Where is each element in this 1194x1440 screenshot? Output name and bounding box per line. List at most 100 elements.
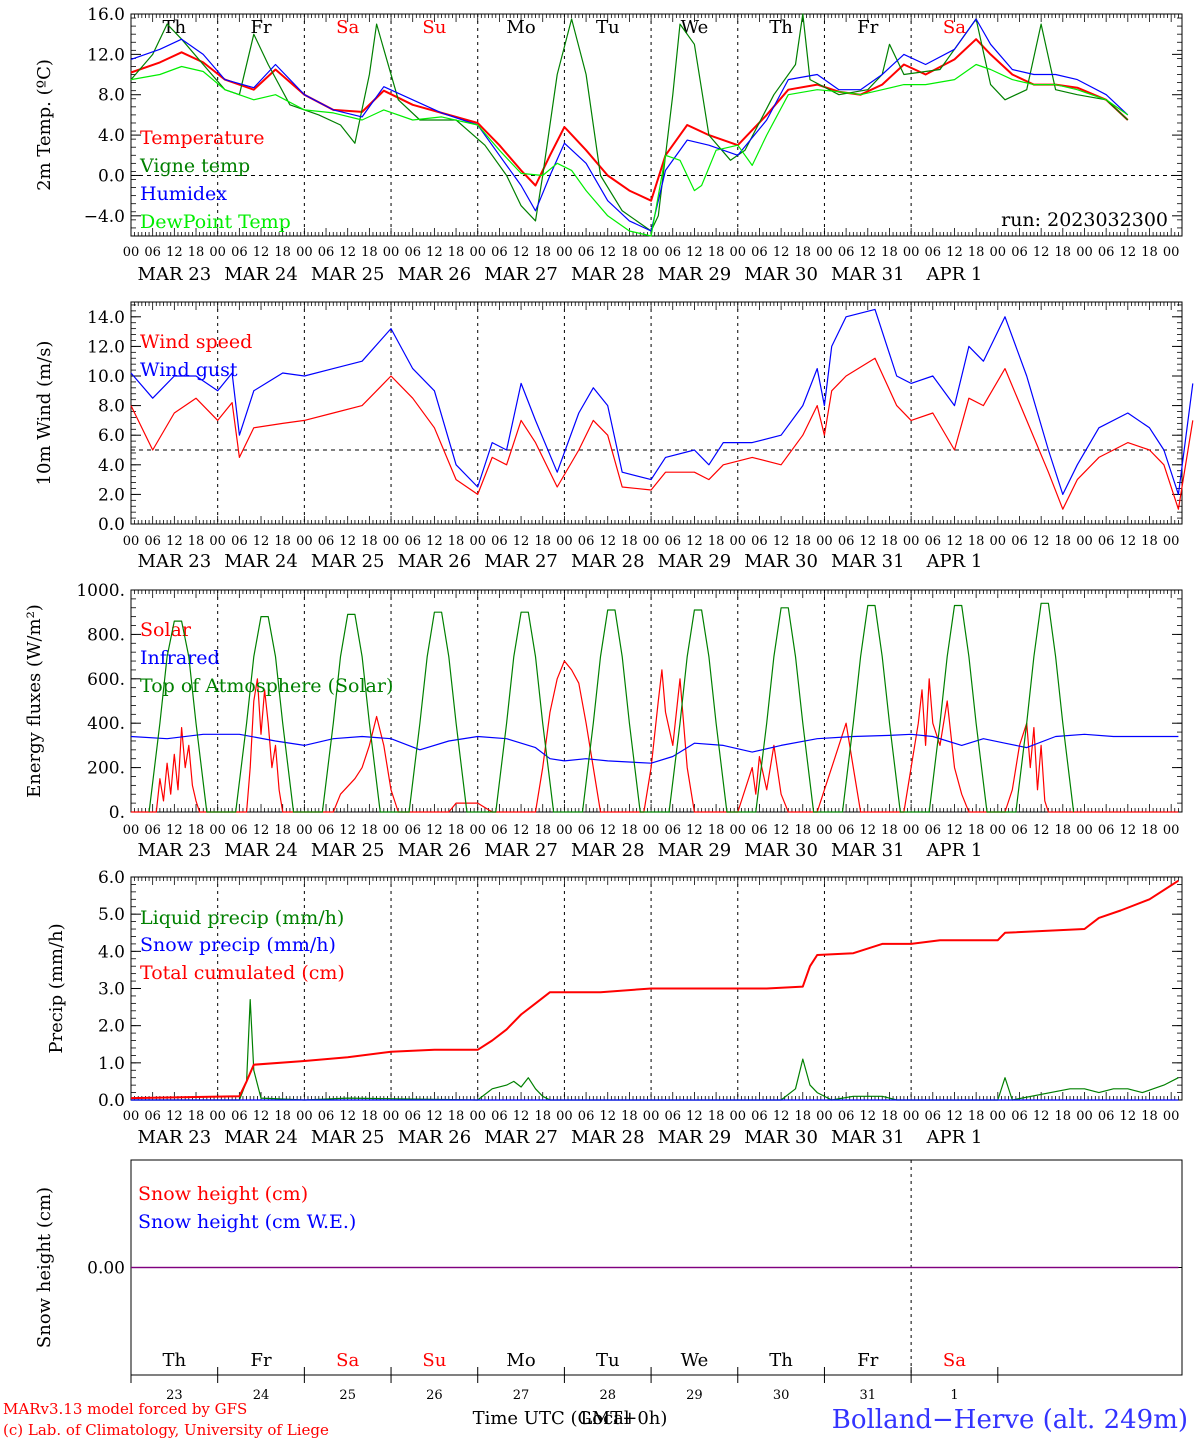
day-number-label: 30 xyxy=(773,1388,790,1403)
date-label: MAR 27 xyxy=(484,1127,558,1148)
hour-tick-label: 18 xyxy=(1055,823,1072,838)
y-tick-label: 1000. xyxy=(76,581,125,601)
hour-tick-label: 06 xyxy=(404,1109,421,1124)
hour-tick-label: 00 xyxy=(643,534,660,549)
weekday-label: Th xyxy=(163,17,187,38)
hour-tick-label: 06 xyxy=(144,245,161,260)
hour-tick-label: 12 xyxy=(513,1109,530,1124)
hour-tick-label: 12 xyxy=(599,1109,616,1124)
hour-tick-label: 00 xyxy=(469,534,486,549)
weekday-label: Tu xyxy=(596,17,620,38)
hour-tick-label: 06 xyxy=(491,245,508,260)
hour-tick-label: 06 xyxy=(578,1109,595,1124)
hour-tick-label: 06 xyxy=(404,245,421,260)
date-label: MAR 30 xyxy=(744,551,818,572)
hour-tick-label: 18 xyxy=(621,534,638,549)
hour-tick-label: 18 xyxy=(794,823,811,838)
hour-tick-label: 18 xyxy=(881,245,898,260)
hour-tick-label: 06 xyxy=(491,534,508,549)
date-label: MAR 29 xyxy=(658,1127,732,1148)
y-tick-label: 14.0 xyxy=(87,308,125,328)
hour-tick-label: 06 xyxy=(751,823,768,838)
weekday-label: Tu xyxy=(596,1350,620,1371)
hour-tick-label: 06 xyxy=(838,245,855,260)
hour-tick-label: 18 xyxy=(1141,534,1158,549)
hour-tick-label: 18 xyxy=(968,534,985,549)
y-tick-label: 0.0 xyxy=(98,1091,125,1111)
hour-tick-label: 00 xyxy=(990,245,1007,260)
hour-tick-label: 12 xyxy=(166,823,183,838)
hour-tick-label: 00 xyxy=(816,823,833,838)
legend-entry: Infrared xyxy=(140,647,220,669)
hour-tick-label: 12 xyxy=(166,534,183,549)
hour-tick-label: 18 xyxy=(968,245,985,260)
date-label: APR 1 xyxy=(926,551,983,572)
hour-tick-label: 06 xyxy=(231,534,248,549)
run-label: run: 2023032300 xyxy=(1001,209,1168,231)
hour-tick-label: 18 xyxy=(274,245,291,260)
date-label: MAR 29 xyxy=(658,551,732,572)
weekday-label: Fr xyxy=(250,17,271,38)
y-tick-label: 8.0 xyxy=(98,397,125,417)
date-label: MAR 26 xyxy=(398,1127,472,1148)
hour-tick-label: 06 xyxy=(664,245,681,260)
hour-tick-label: 12 xyxy=(773,245,790,260)
hour-tick-label: 12 xyxy=(946,823,963,838)
series-line xyxy=(130,879,1179,1100)
hour-tick-label: 18 xyxy=(361,823,378,838)
legend-entry: DewPoint Temp xyxy=(140,211,291,233)
plot-frame xyxy=(130,13,1183,237)
hour-tick-label: 12 xyxy=(599,245,616,260)
hour-tick-label: 00 xyxy=(469,823,486,838)
weekday-label: Mo xyxy=(506,17,535,38)
hour-tick-label: 18 xyxy=(794,534,811,549)
series-line xyxy=(130,38,1129,202)
y-tick-label: 0.0 xyxy=(98,515,125,535)
legend-entry: Snow height (cm) xyxy=(138,1183,308,1205)
hour-tick-label: 18 xyxy=(534,245,551,260)
hour-tick-label: 06 xyxy=(231,1109,248,1124)
hour-tick-label: 18 xyxy=(708,245,725,260)
date-label: MAR 24 xyxy=(224,551,298,572)
hour-tick-label: 18 xyxy=(274,823,291,838)
date-label: MAR 25 xyxy=(311,551,385,572)
hour-tick-label: 06 xyxy=(664,534,681,549)
date-label: MAR 30 xyxy=(744,264,818,285)
hour-tick-label: 06 xyxy=(144,534,161,549)
y-tick-label: 16.0 xyxy=(87,5,125,25)
date-label: MAR 29 xyxy=(658,840,732,861)
hour-tick-label: 06 xyxy=(144,1109,161,1124)
date-label: MAR 31 xyxy=(831,840,905,861)
hour-tick-label: 00 xyxy=(469,1109,486,1124)
legend-entry: Humidex xyxy=(140,183,227,205)
legend-entry: Snow height (cm W.E.) xyxy=(138,1211,356,1233)
hour-tick-label: 12 xyxy=(426,245,443,260)
hour-tick-label: 00 xyxy=(209,823,226,838)
hour-tick-label: 12 xyxy=(339,245,356,260)
xaxis-title-overlap: Local xyxy=(580,1408,630,1429)
legend-entry: Snow precip (mm/h) xyxy=(140,934,336,956)
hour-tick-label: 12 xyxy=(860,1109,877,1124)
hour-tick-label: 00 xyxy=(383,534,400,549)
y-tick-label: 0.0 xyxy=(98,166,125,186)
y-axis-label: Energy fluxes (W/m²) xyxy=(24,604,45,798)
hour-tick-label: 12 xyxy=(253,823,270,838)
hour-tick-label: 18 xyxy=(448,534,465,549)
hour-tick-label: 00 xyxy=(209,245,226,260)
hour-tick-label: 00 xyxy=(990,534,1007,549)
hour-tick-label: 06 xyxy=(578,823,595,838)
hour-tick-label: 00 xyxy=(903,245,920,260)
hour-tick-label: 00 xyxy=(209,534,226,549)
hour-tick-label: 12 xyxy=(166,1109,183,1124)
hour-tick-label: 00 xyxy=(643,823,660,838)
hour-tick-label: 18 xyxy=(448,823,465,838)
y-tick-label: 8.0 xyxy=(98,86,125,106)
hour-tick-label: 06 xyxy=(231,245,248,260)
legend-entry: Temperature xyxy=(140,127,264,149)
hour-tick-label: 06 xyxy=(231,823,248,838)
date-label: MAR 23 xyxy=(138,551,212,572)
y-tick-label: 2.0 xyxy=(98,1017,125,1037)
date-label: MAR 25 xyxy=(311,264,385,285)
date-label: APR 1 xyxy=(926,840,983,861)
